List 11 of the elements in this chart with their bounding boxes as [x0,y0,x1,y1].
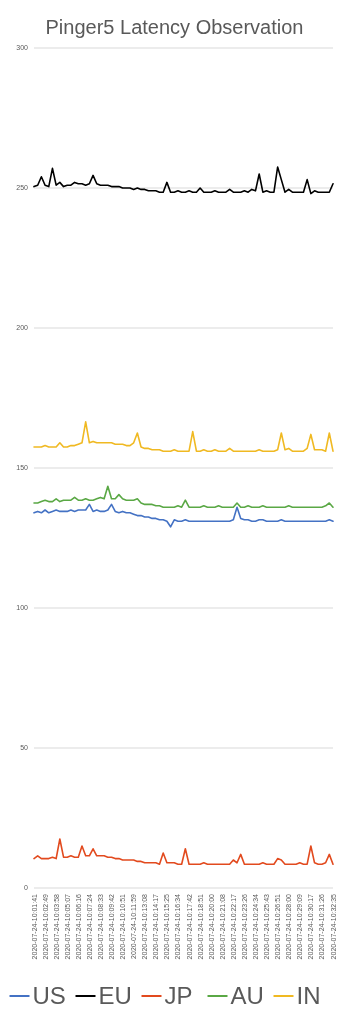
legend-label: US [32,982,66,1010]
legend-label: IN [296,982,321,1010]
line-series [33,166,334,195]
legend-label: EU [98,982,132,1010]
line-series [33,838,334,865]
legend-label: AU [230,982,264,1010]
line-series [33,421,334,452]
legend-label: JP [164,982,193,1010]
line-series [33,485,334,508]
chart-title: Pinger5 Latency Observation [45,16,304,38]
line-series [33,503,334,528]
